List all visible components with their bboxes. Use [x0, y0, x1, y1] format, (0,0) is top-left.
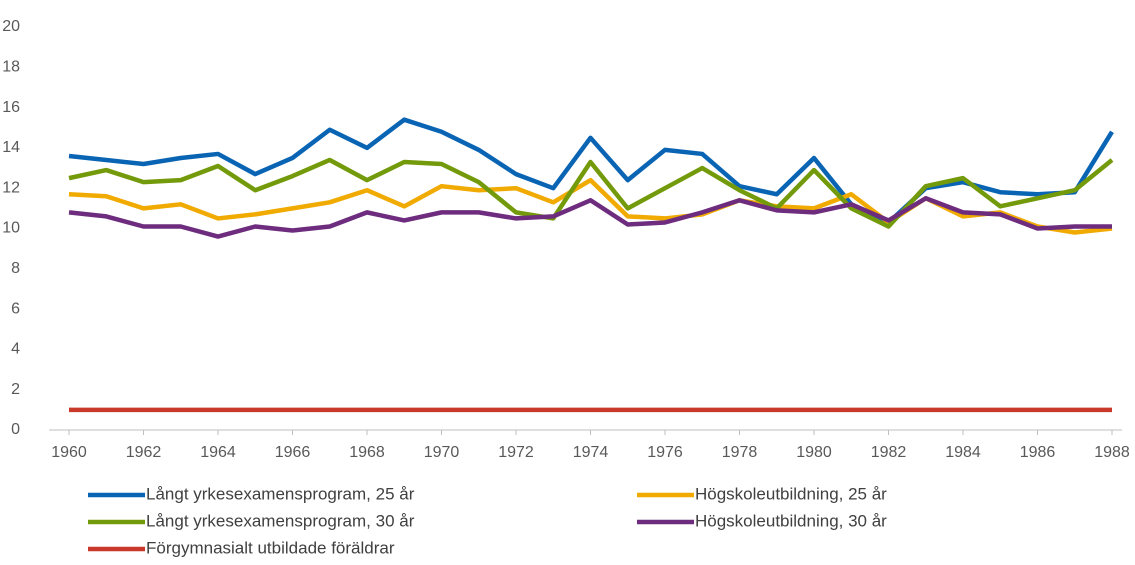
y-tick-label: 14	[2, 139, 20, 156]
legend-label: Förgymnasialt utbildade föräldrar	[146, 538, 395, 557]
y-tick-label: 8	[11, 260, 20, 277]
x-tick-label: 1984	[945, 444, 981, 461]
legend-label: Långt yrkesexamensprogram, 30 år	[146, 511, 415, 530]
series-line	[68, 157, 1114, 229]
y-tick-label: 12	[2, 179, 20, 196]
y-tick-label: 4	[11, 341, 20, 358]
legend-label: Högskoleutbildning, 25 år	[695, 484, 887, 503]
series-line	[68, 196, 1112, 239]
legend-label: Högskoleutbildning, 30 år	[695, 511, 887, 530]
series-line	[68, 117, 1114, 225]
x-tick-label: 1988	[1094, 444, 1130, 461]
x-tick-label: 1980	[796, 444, 832, 461]
y-tick-label: 10	[2, 220, 20, 237]
y-tick-label: 2	[11, 381, 20, 398]
legend-label: Långt yrkesexamensprogram, 25 år	[146, 484, 415, 503]
y-tick-label: 6	[11, 300, 20, 317]
x-tick-label: 1966	[275, 444, 311, 461]
x-tick-label: 1972	[498, 444, 534, 461]
y-tick-label: 18	[2, 59, 20, 76]
x-tick-label: 1960	[51, 444, 87, 461]
x-tick-label: 1974	[573, 444, 609, 461]
x-tick-label: 1986	[1020, 444, 1056, 461]
legend: Långt yrkesexamensprogram, 25 år Högskole…	[88, 484, 887, 557]
y-tick-label: 16	[2, 99, 20, 116]
series-line	[68, 177, 1113, 235]
x-tick-label: 1968	[349, 444, 385, 461]
y-tick-label: 20	[2, 18, 20, 35]
x-tick-label: 1964	[200, 444, 236, 461]
x-tick-label: 1976	[647, 444, 683, 461]
y-tick-label: 0	[11, 421, 20, 438]
x-tick-label: 1982	[871, 444, 907, 461]
x-tick-label: 1962	[126, 444, 162, 461]
x-tick-label: 1970	[424, 444, 460, 461]
x-tick-label: 1978	[722, 444, 758, 461]
